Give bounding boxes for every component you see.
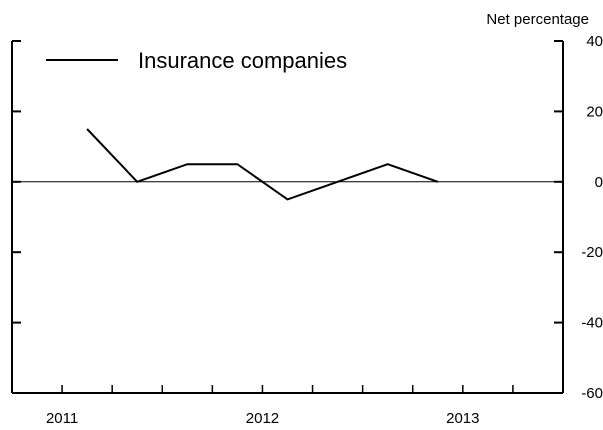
series-line-insurance-companies bbox=[86, 128, 439, 201]
y-unit-label: Net percentage bbox=[486, 11, 589, 28]
y-tick-label: -40 bbox=[581, 315, 603, 332]
y-tick-label: -60 bbox=[581, 385, 603, 402]
x-tick-label: 2013 bbox=[446, 410, 479, 427]
y-tick-label: -20 bbox=[581, 244, 603, 261]
x-tick-label: 2011 bbox=[46, 410, 78, 427]
legend-label: Insurance companies bbox=[138, 48, 347, 73]
y-tick-label: 40 bbox=[586, 33, 603, 50]
x-tick-label: 2012 bbox=[246, 410, 279, 427]
y-tick-label: 20 bbox=[586, 103, 603, 120]
y-tick-label: 0 bbox=[595, 174, 603, 191]
